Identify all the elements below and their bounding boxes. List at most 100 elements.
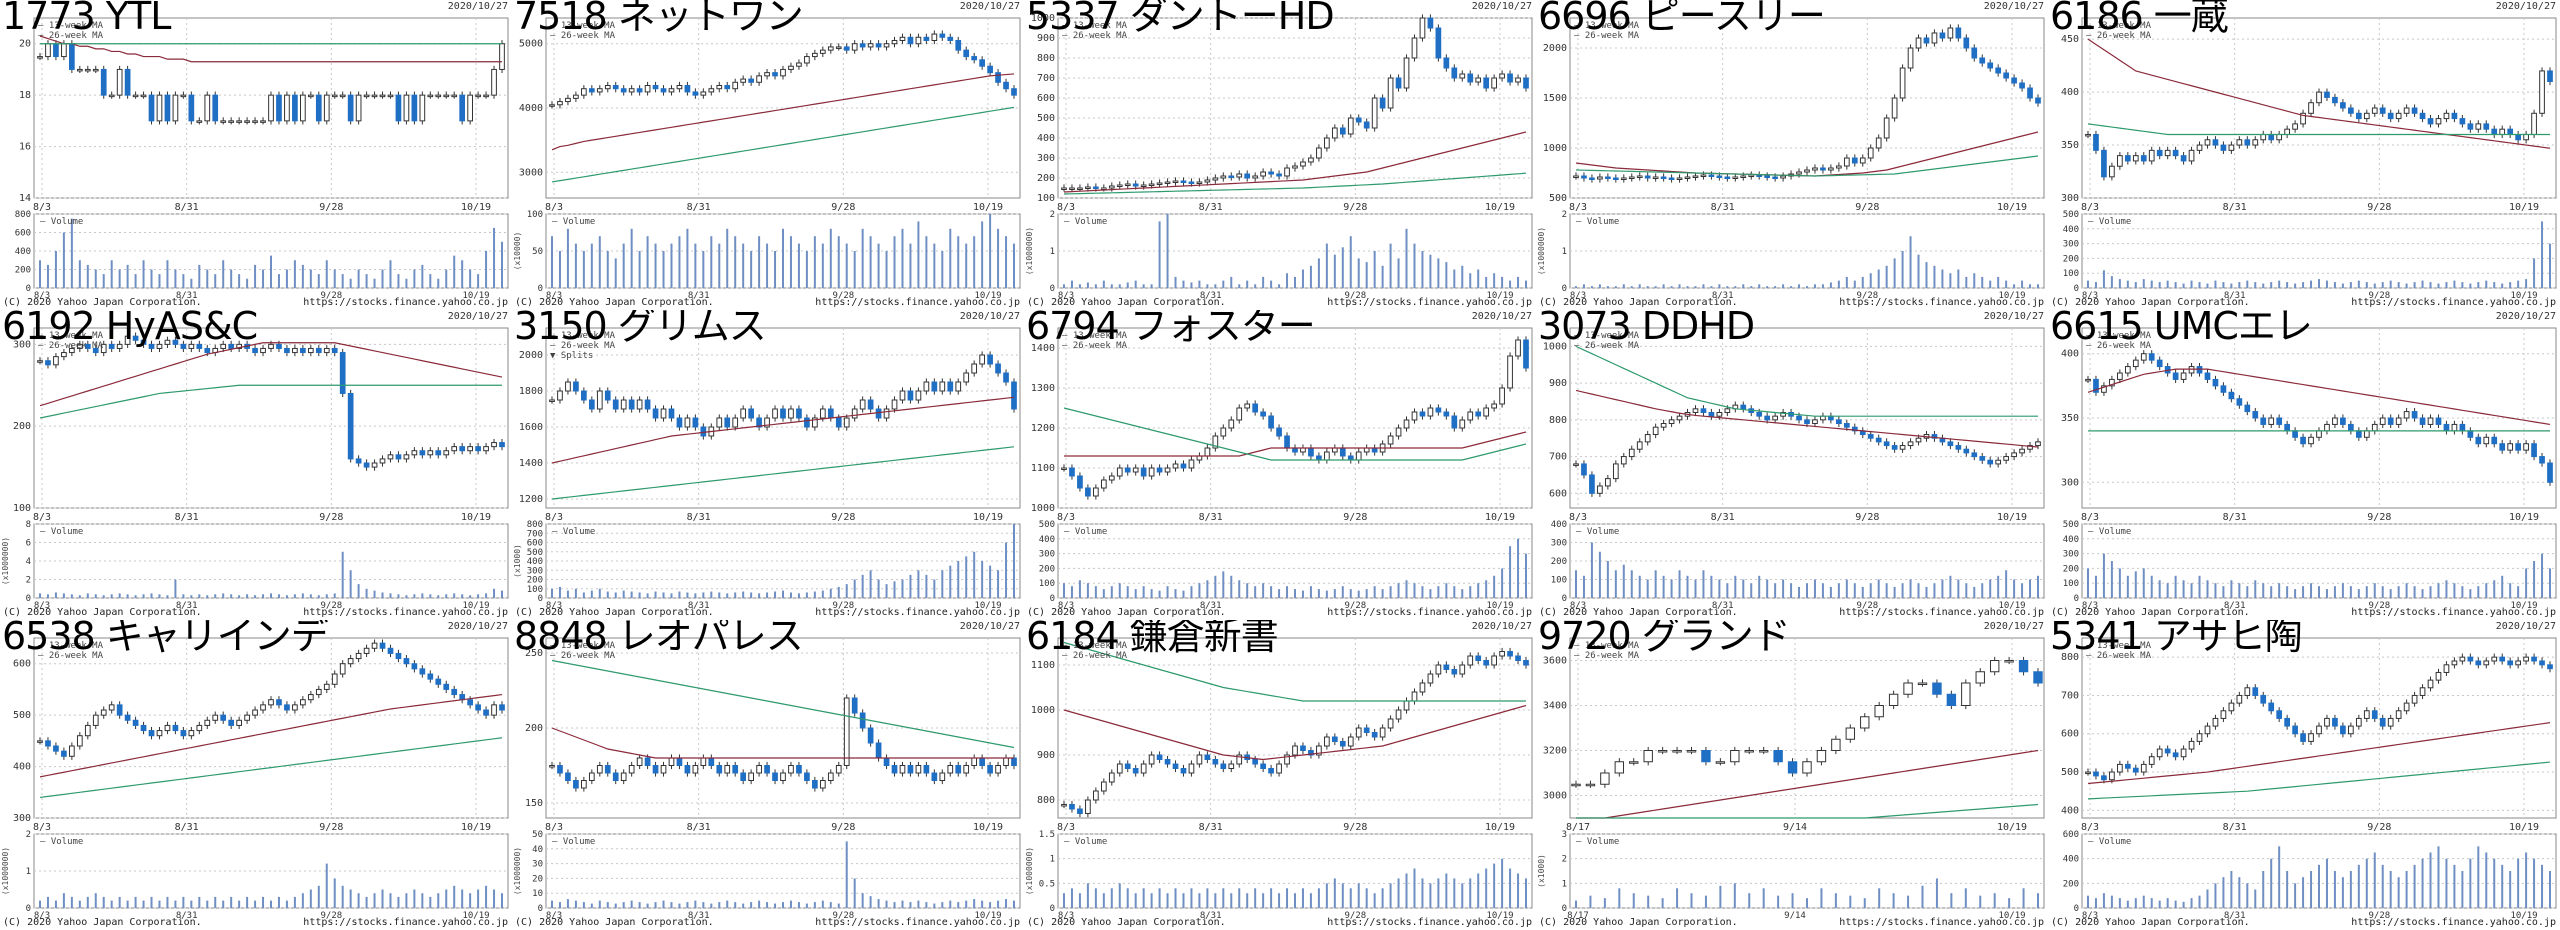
price-tick-label: 3000 [1543, 791, 1567, 802]
price-tick-label: 1400 [1031, 343, 1055, 354]
candle-body [1636, 441, 1643, 450]
candle-body [851, 697, 858, 714]
volume-bar [1893, 258, 1896, 288]
candle-body [1132, 467, 1139, 473]
volume-date-tick-label: 8/3 [1570, 291, 1586, 301]
candle-body [2117, 372, 2123, 380]
candle-body [1773, 750, 1783, 763]
chart-date: 2020/10/27 [959, 311, 1020, 322]
candle-body [124, 714, 131, 721]
volume-bar [2501, 864, 2504, 908]
candle-body [2300, 112, 2306, 125]
source-url[interactable]: https://stocks.finance.yahoo.co.jp [1327, 607, 1532, 618]
volume-bar [381, 269, 384, 288]
candle-body [684, 85, 691, 93]
ma26-line [39, 737, 503, 799]
volume-bar [1493, 863, 1496, 908]
candle-body [724, 417, 731, 428]
source-url[interactable]: https://stocks.finance.yahoo.co.jp [2351, 607, 2556, 618]
chart-date: 2020/10/27 [2495, 1, 2556, 12]
volume-bar [997, 570, 1000, 598]
candle-body [748, 408, 754, 419]
volume-bar [309, 594, 312, 598]
candle-body [1419, 682, 1426, 693]
candle-body [1339, 447, 1346, 457]
candle-body [788, 65, 794, 70]
volume-bar [877, 899, 880, 908]
candle-body [1228, 175, 1235, 178]
volume-bar [917, 900, 920, 908]
volume-bar [582, 251, 585, 288]
volume-bar [718, 592, 721, 598]
volume-bar [1461, 883, 1464, 908]
volume-bar [981, 900, 984, 908]
candle-body [1851, 426, 1858, 432]
candle-body [2236, 694, 2243, 704]
chart-title: 8848 レオパレス [514, 620, 804, 658]
volume-bar [397, 274, 400, 288]
volume-bar [429, 594, 432, 598]
candle-body [2124, 763, 2131, 769]
volume-bar [2182, 283, 2185, 288]
candle-body [1387, 435, 1394, 445]
ma13-legend: — 13-week MA [1574, 21, 1640, 31]
volume-bar [2198, 282, 2201, 288]
candle-body [2148, 149, 2155, 162]
volume-tick-label: 0 [26, 904, 31, 914]
source-url[interactable]: https://stocks.finance.yahoo.co.jp [815, 607, 1020, 618]
volume-date-tick-label: 9/28 [832, 601, 854, 611]
volume-bar [1909, 579, 1912, 598]
candle-body [716, 765, 723, 774]
date-tick-label: 10/19 [1485, 202, 1515, 213]
volume-bar [1901, 583, 1904, 598]
source-url[interactable]: https://stocks.finance.yahoo.co.jp [1839, 297, 2044, 308]
ma13-line [1064, 431, 1527, 457]
volume-bar [1397, 878, 1400, 908]
source-url[interactable]: https://stocks.finance.yahoo.co.jp [2351, 297, 2556, 308]
candle-body [1156, 182, 1163, 185]
volume-bar [1477, 583, 1480, 598]
source-url[interactable]: https://stocks.finance.yahoo.co.jp [815, 297, 1020, 308]
candle-body [61, 750, 67, 757]
price-tick-label: 700 [2061, 690, 2079, 701]
date-tick-label: 10/19 [1485, 822, 1515, 833]
candle-body [204, 347, 211, 354]
candle-body [804, 772, 810, 781]
volume-bar [2325, 858, 2328, 908]
date-tick-label: 10/19 [2509, 202, 2539, 213]
volume-bar [734, 902, 737, 908]
volume-bar [1813, 284, 1816, 288]
volume-bar [1118, 883, 1121, 908]
source-url[interactable]: https://stocks.finance.yahoo.co.jp [303, 607, 508, 618]
volume-bar [1238, 888, 1241, 908]
source-url[interactable]: https://stocks.finance.yahoo.co.jp [303, 297, 508, 308]
price-tick-label: 500 [1549, 193, 1567, 204]
volume-bar [1837, 583, 1840, 598]
source-url[interactable]: https://stocks.finance.yahoo.co.jp [1327, 297, 1532, 308]
candle-body [2371, 423, 2378, 432]
volume-tick-label: 1 [1562, 247, 1567, 257]
volume-bar [301, 264, 304, 288]
source-url[interactable]: https://stocks.finance.yahoo.co.jp [303, 917, 508, 928]
candle-body [1363, 727, 1370, 733]
candle-body [172, 94, 179, 122]
candle-body [724, 85, 731, 90]
volume-bar [405, 893, 408, 908]
source-url[interactable]: https://stocks.finance.yahoo.co.jp [1839, 917, 2044, 928]
volume-bar [1622, 564, 1625, 598]
source-url[interactable]: https://stocks.finance.yahoo.co.jp [1839, 607, 2044, 618]
volume-bar [1198, 893, 1201, 908]
candle-body [732, 81, 739, 90]
candle-body [2348, 725, 2354, 735]
source-url[interactable]: https://stocks.finance.yahoo.co.jp [815, 917, 1020, 928]
candle-body [2395, 417, 2402, 425]
source-url[interactable]: https://stocks.finance.yahoo.co.jp [2351, 917, 2556, 928]
candle-body [491, 704, 497, 716]
candle-body [740, 772, 747, 781]
candle-body [260, 704, 266, 711]
source-url[interactable]: https://stocks.finance.yahoo.co.jp [1327, 917, 1532, 928]
volume-bar [309, 269, 312, 288]
candle-body [1700, 408, 1707, 413]
volume-tick-label: 100 [1551, 576, 1567, 586]
